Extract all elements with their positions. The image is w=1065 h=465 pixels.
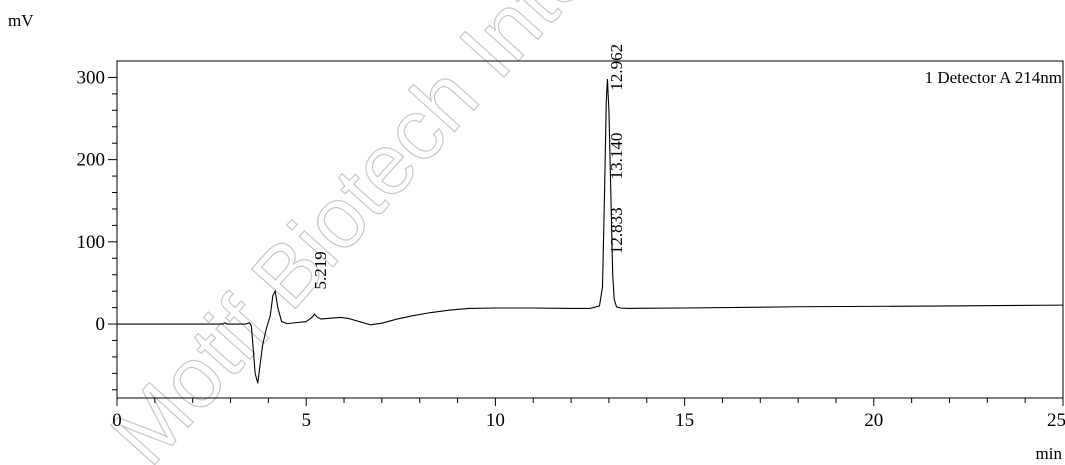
y-tick-label: 300 [77,67,106,88]
series-line-detector-a [117,79,1064,384]
y-tick-label: 200 [77,150,106,171]
plot-frame [116,60,1064,399]
x-axis: 0 5 10 15 20 25 [112,398,1065,431]
x-tick-label: 25 [1047,410,1065,431]
y-tick-label: 100 [77,232,106,253]
x-tick-label: 15 [675,410,694,431]
y-axis-unit: mV [8,11,34,30]
x-tick-label: 10 [486,410,505,431]
x-tick-label: 0 [112,410,122,431]
legend-entry-detector-a: 1 Detector A 214nm [925,68,1062,87]
x-axis-unit: min [1036,444,1063,463]
peak-label: 12.833 [607,207,626,254]
watermark: Motif Biotech Inte [92,0,609,465]
y-tick-label: 0 [96,314,106,335]
peak-label: 12.962 [607,44,626,91]
peak-labels: 5.219 12.833 13.140 12.962 [311,44,626,290]
x-tick-label: 5 [301,410,311,431]
y-axis: 0 100 200 300 [77,67,117,391]
watermark-text: Motif Biotech Inte [93,0,609,465]
peak-label: 5.219 [311,251,330,289]
peak-label: 13.140 [607,133,626,180]
x-tick-label: 20 [864,410,883,431]
